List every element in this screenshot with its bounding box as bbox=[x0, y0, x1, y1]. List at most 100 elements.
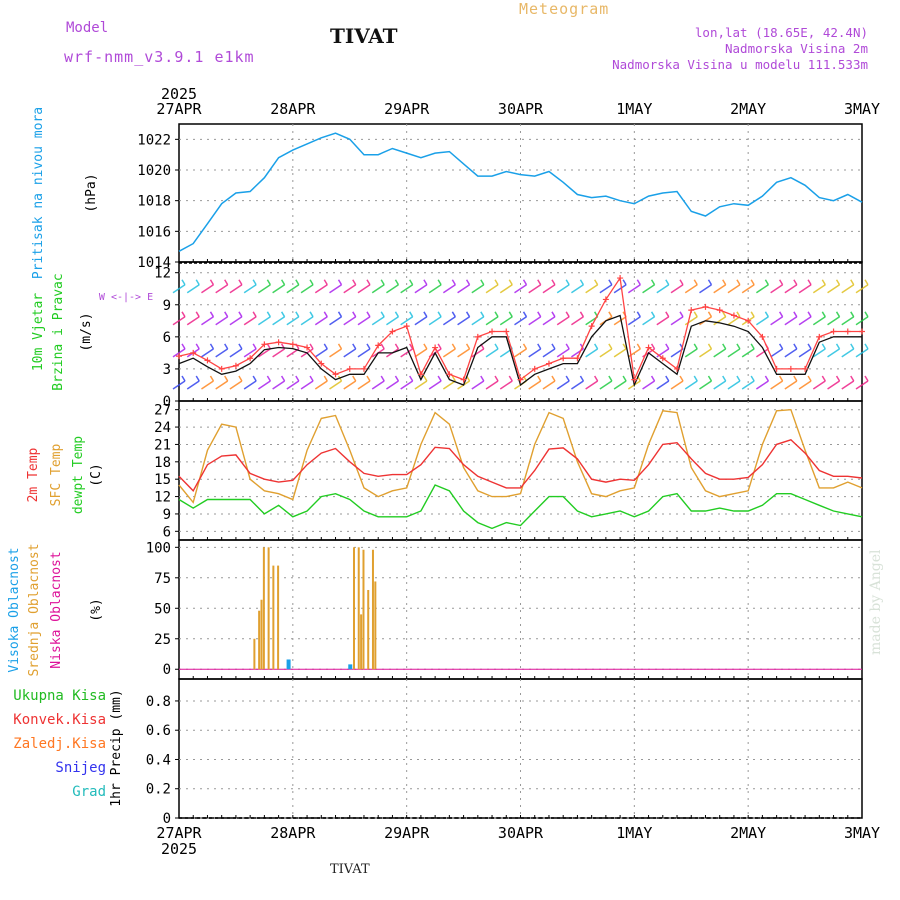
wind-barb-flag bbox=[750, 375, 755, 382]
wind-barb bbox=[172, 316, 186, 326]
wind-barb bbox=[428, 380, 442, 390]
wind-barb bbox=[613, 316, 627, 326]
wind-barb-flag bbox=[366, 311, 371, 318]
wind-barb bbox=[300, 316, 314, 326]
wind-barb bbox=[755, 284, 769, 294]
wind-barb bbox=[286, 348, 300, 358]
y-tick-label: 15 bbox=[154, 472, 171, 488]
y-tick-label: 0 bbox=[163, 662, 171, 678]
wind-barb-flag bbox=[764, 343, 770, 350]
wind-barb-flag bbox=[679, 311, 684, 318]
wind-barb bbox=[542, 284, 556, 294]
wind-gust-marker bbox=[218, 365, 225, 372]
wind-barb-flag bbox=[266, 279, 272, 286]
wind-gust-marker bbox=[375, 342, 382, 349]
wind-barb bbox=[770, 380, 784, 390]
wind-barb-flag bbox=[380, 279, 385, 286]
wind-barb bbox=[514, 284, 527, 294]
wind-barb bbox=[556, 348, 570, 358]
sfc-temp-series-line bbox=[178, 408, 863, 504]
wind-barb bbox=[670, 348, 684, 358]
wind-barb bbox=[571, 380, 584, 390]
wind-barb-flag bbox=[551, 311, 556, 318]
x-tick-label-bottom: 28APR bbox=[270, 824, 316, 842]
wind-gust-series-line bbox=[178, 276, 862, 382]
wind-barb bbox=[656, 348, 670, 358]
wind-gust-marker bbox=[859, 328, 865, 335]
wind-gust-marker bbox=[460, 376, 467, 383]
y-tick-label: 12 bbox=[154, 266, 171, 282]
wind-barb bbox=[841, 284, 855, 294]
wind-gust-marker bbox=[531, 365, 538, 372]
wind-barb-flag bbox=[793, 343, 798, 350]
cloud-label: Visoka Oblacnost bbox=[7, 547, 22, 672]
wind-barb bbox=[727, 380, 741, 390]
wind-barb bbox=[599, 284, 613, 294]
wind-barb bbox=[485, 316, 499, 326]
wind-barb-flag bbox=[594, 311, 599, 318]
wind-barb-flag bbox=[465, 279, 471, 286]
wind-barb-flag bbox=[209, 279, 215, 286]
wind-barb-flag bbox=[295, 311, 300, 318]
compass-label: W <-|-> E bbox=[99, 292, 153, 303]
wind-barb bbox=[741, 284, 755, 294]
wind-barb-flag bbox=[579, 375, 585, 382]
wind-barb-flag bbox=[693, 311, 698, 318]
wind-barb-flag bbox=[280, 279, 286, 286]
wind-barb-flag bbox=[778, 375, 784, 382]
x-tick-label-bottom: 2MAY bbox=[730, 824, 766, 842]
wind-gust-marker bbox=[802, 365, 809, 372]
wind-label: Brzina i Pravac bbox=[51, 273, 66, 390]
wind-gust-marker bbox=[346, 365, 353, 372]
wind-barb-flag bbox=[679, 279, 684, 286]
wind-barb-flag bbox=[693, 375, 698, 382]
footer-station: TIVAT bbox=[330, 862, 370, 877]
wind-barb-flag bbox=[551, 279, 556, 286]
wind-gust-marker bbox=[318, 360, 325, 367]
wind-barb bbox=[272, 284, 286, 294]
wind-barb-flag bbox=[238, 343, 243, 350]
wind-barb-flag bbox=[693, 343, 698, 350]
wind-barb bbox=[457, 284, 470, 294]
wind-barb-flag bbox=[323, 311, 328, 318]
wind-barb bbox=[812, 284, 826, 294]
cloud-bar bbox=[352, 547, 355, 670]
year-label-top: 2025 bbox=[161, 85, 197, 103]
y-tick-label: 24 bbox=[154, 420, 171, 436]
wind-barb-flag bbox=[565, 279, 570, 286]
wind-barb bbox=[329, 348, 342, 358]
wind-barb-flag bbox=[423, 279, 428, 286]
wind-gust-marker bbox=[745, 317, 752, 324]
wind-gust-marker bbox=[503, 328, 510, 335]
wind-barb bbox=[841, 348, 855, 358]
x-tick-label-bottom: 1MAY bbox=[616, 824, 652, 842]
wind-barb bbox=[514, 348, 527, 358]
t2m-series-line bbox=[178, 439, 863, 492]
y-tick-label: 18 bbox=[154, 455, 171, 471]
wind-barb-flag bbox=[437, 375, 442, 382]
wind-barb bbox=[457, 348, 470, 358]
wind-barb-flag bbox=[252, 279, 257, 286]
wind-barb bbox=[841, 316, 855, 326]
wind-barb-flag bbox=[821, 279, 826, 286]
wind-barb-flag bbox=[337, 343, 343, 350]
wind-barb-flag bbox=[280, 375, 286, 382]
wind-barb bbox=[357, 380, 371, 390]
wind-barb bbox=[414, 284, 428, 294]
x-tick-label-top: 30APR bbox=[498, 100, 544, 118]
wind-label: 10m Vjetar bbox=[31, 293, 46, 371]
wind-barb bbox=[215, 284, 229, 294]
wind-barb-flag bbox=[309, 279, 314, 286]
wind-barb bbox=[201, 316, 214, 326]
wind-barb-flag bbox=[280, 311, 286, 318]
y-tick-label: 0 bbox=[163, 811, 171, 827]
wind-barb-flag bbox=[579, 311, 585, 318]
wind-barb bbox=[300, 380, 314, 390]
wind-barb bbox=[243, 380, 257, 390]
wind-barb bbox=[215, 348, 229, 358]
wind-barb bbox=[215, 380, 229, 390]
wind-barb bbox=[343, 284, 357, 294]
wind-barb bbox=[229, 348, 243, 358]
y-tick-label: 100 bbox=[146, 540, 171, 556]
